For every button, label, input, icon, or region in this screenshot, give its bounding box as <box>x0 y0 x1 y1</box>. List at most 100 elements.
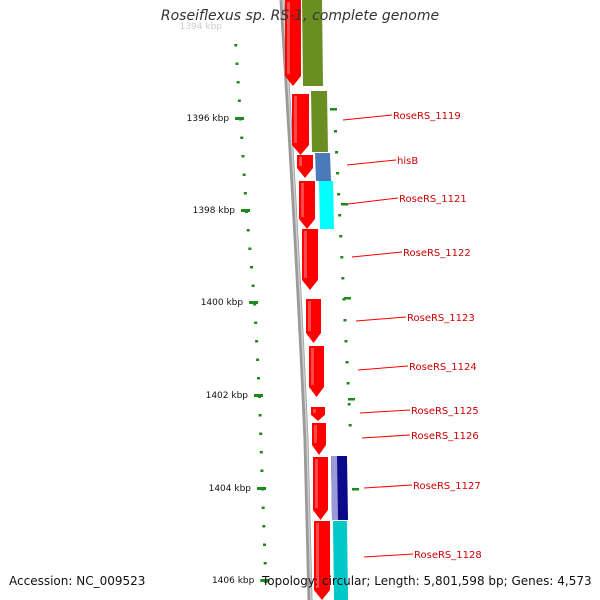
gene-leader-line <box>357 365 409 371</box>
scale-tick <box>261 506 265 509</box>
cds-highlight <box>304 231 307 278</box>
scale-tick <box>240 136 244 139</box>
scale-tick <box>236 81 240 84</box>
cds-highlight <box>315 459 318 508</box>
scale-major-tick <box>249 301 259 304</box>
cds-highlight <box>294 96 297 143</box>
accession-text: Accession: NC_009523 <box>9 574 146 588</box>
gene-label: RoseRS_1121 <box>399 194 467 205</box>
scale-label: 1402 kbp <box>206 391 249 401</box>
scale-tick <box>258 414 262 417</box>
scale-tick <box>248 247 252 250</box>
scale-label: 1406 kbp <box>212 576 255 586</box>
cog-block <box>333 521 348 600</box>
scale-tick <box>246 229 250 232</box>
scale-major-tick <box>254 394 263 397</box>
gene-leader-line <box>363 484 413 489</box>
gene-label: RoseRS_1125 <box>411 406 479 417</box>
cog-block <box>311 91 328 152</box>
strand-dot <box>335 151 339 154</box>
scale-tick <box>254 321 258 324</box>
strand-dot <box>338 214 342 217</box>
scale-tick <box>241 155 245 158</box>
genome-backbone-highlight <box>282 0 312 600</box>
strand-marker <box>344 297 351 300</box>
strand-dot <box>334 130 337 133</box>
gene-label: RoseRS_1124 <box>409 362 477 373</box>
scale-tick <box>249 266 253 269</box>
gene-label: RoseRS_1128 <box>414 550 482 561</box>
scale-major-tick <box>260 579 270 582</box>
topology-text: Topology: circular; Length: 5,801,598 bp… <box>262 574 592 588</box>
scale-major-tick <box>241 209 250 212</box>
scale-tick <box>243 192 247 195</box>
strand-dot <box>336 172 340 175</box>
strand-dot <box>337 193 341 196</box>
scale-tick <box>256 358 260 361</box>
cds-highlight <box>287 2 290 74</box>
scale-tick <box>235 62 239 65</box>
cds-highlight <box>316 523 319 588</box>
cog-block <box>319 181 334 229</box>
scale-tick <box>242 173 246 176</box>
map-title: Roseiflexus sp. RS-1, complete genome <box>160 8 440 24</box>
gene-label: RoseRS_1119 <box>393 111 461 122</box>
scale-tick <box>259 432 263 435</box>
strand-dot <box>347 403 351 406</box>
scale-label: 1398 kbp <box>193 206 236 216</box>
gene-leader-line <box>361 434 411 439</box>
strand-marker <box>352 488 359 491</box>
cds-highlight <box>308 301 311 331</box>
strand-dot <box>344 340 348 343</box>
strand-dot <box>341 277 345 280</box>
gene-label: RoseRS_1123 <box>407 313 475 324</box>
scale-tick <box>251 284 255 287</box>
cog-block <box>331 456 338 520</box>
scale-tick <box>263 543 267 546</box>
strand-dot <box>345 361 349 364</box>
cds-highlight <box>314 425 317 443</box>
strand-dot <box>340 256 344 259</box>
scale-tick <box>262 525 266 528</box>
scale-label: 1400 kbp <box>201 298 244 308</box>
scale-tick <box>257 377 261 380</box>
strand-marker <box>330 108 337 111</box>
gene-leader-line <box>347 197 399 205</box>
gene-leader-line <box>359 409 411 414</box>
genome-backbone <box>279 0 313 600</box>
scale-tick <box>259 451 263 454</box>
scale-major-tick <box>257 487 266 490</box>
scale-tick <box>234 44 238 47</box>
strand-marker <box>341 203 348 206</box>
gene-leader-line <box>355 316 407 322</box>
gene-label: RoseRS_1122 <box>403 248 471 259</box>
gene-leader-line <box>351 251 403 258</box>
scale-tick <box>237 99 241 102</box>
strand-dot <box>346 382 350 385</box>
cog-block <box>302 0 323 86</box>
scale-tick <box>260 469 264 472</box>
gene-leader-line <box>342 114 393 121</box>
cog-block <box>315 153 331 181</box>
gene-label: hisB <box>397 156 418 167</box>
strand-marker <box>348 398 355 401</box>
cds-highlight <box>313 409 316 413</box>
gene-leader-line <box>346 159 397 166</box>
scale-label: 1404 kbp <box>209 484 252 494</box>
scale-tick <box>255 340 259 343</box>
scale-label: 1394 kbp <box>180 22 223 32</box>
scale-label: 1396 kbp <box>187 114 230 124</box>
cds-highlight <box>301 183 304 217</box>
scale-tick <box>263 562 267 565</box>
strand-dot <box>348 424 352 427</box>
gene-label: RoseRS_1127 <box>413 481 481 492</box>
scale-tick <box>253 303 257 306</box>
cds-highlight <box>311 348 314 385</box>
scale-major-tick <box>235 117 245 120</box>
gene-label: RoseRS_1126 <box>411 431 479 442</box>
strand-dot <box>342 298 346 301</box>
gene-leader-line <box>363 553 414 558</box>
strand-dot <box>343 319 347 322</box>
cds-highlight <box>299 157 302 166</box>
